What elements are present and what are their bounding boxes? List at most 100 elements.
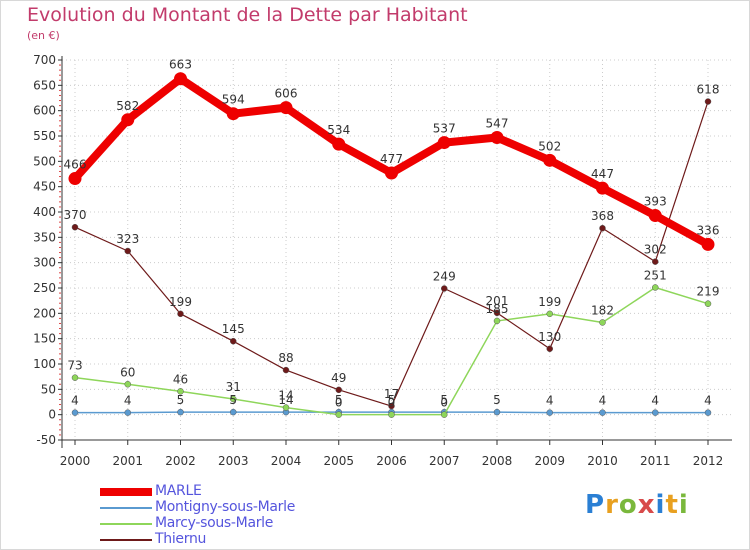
- data-point-2: [493, 317, 501, 325]
- y-tick-label: 250: [33, 281, 56, 295]
- data-label: 547: [486, 117, 509, 131]
- y-tick-label: 700: [33, 53, 56, 67]
- data-label: 5: [335, 393, 343, 407]
- y-tick-label: 200: [33, 306, 56, 320]
- data-point-3: [388, 402, 395, 410]
- data-point-0: [279, 101, 293, 115]
- data-point-3: [124, 247, 131, 255]
- data-label: 219: [697, 285, 720, 299]
- data-point-2: [71, 374, 79, 381]
- legend-swatch: [100, 539, 152, 541]
- x-tick-label: 2004: [271, 454, 302, 468]
- x-tick-label: 2000: [60, 454, 91, 468]
- data-label: 302: [644, 243, 667, 257]
- data-point-3: [71, 223, 79, 231]
- x-tick-label: 2010: [587, 454, 618, 468]
- data-label: 594: [222, 93, 245, 107]
- data-label: 251: [644, 268, 667, 282]
- data-point-3: [441, 285, 448, 292]
- data-point-0: [437, 136, 451, 150]
- data-point-0: [174, 72, 187, 86]
- data-point-2: [546, 310, 553, 318]
- data-point-3: [282, 366, 290, 374]
- y-tick-label: 150: [33, 332, 56, 346]
- y-tick-label: 0: [48, 408, 56, 422]
- data-label: 14: [278, 393, 293, 407]
- data-label: 4: [71, 394, 79, 408]
- data-point-3: [230, 337, 237, 345]
- data-label: 393: [644, 195, 667, 209]
- data-point-2: [599, 319, 606, 326]
- data-label: 5: [493, 393, 501, 407]
- y-tick-label: 400: [33, 205, 56, 219]
- logo-letter: r: [605, 490, 619, 520]
- data-label: 0: [335, 396, 343, 410]
- data-label: 130: [538, 330, 561, 344]
- data-point-1: [704, 409, 712, 416]
- legend-swatch: [100, 523, 152, 525]
- data-label: 73: [67, 359, 82, 373]
- y-tick-label: 50: [41, 382, 56, 396]
- data-label: 46: [173, 372, 188, 386]
- x-tick-label: 2012: [693, 454, 724, 468]
- data-label: 0: [388, 396, 396, 410]
- data-point-2: [282, 404, 290, 411]
- legend-label: Montigny-sous-Marle: [155, 499, 296, 515]
- legend-swatch: [100, 507, 152, 509]
- data-point-0: [543, 153, 557, 167]
- data-label: 31: [226, 380, 241, 394]
- y-tick-label: 500: [33, 154, 56, 168]
- data-point-0: [68, 172, 82, 186]
- data-label: 336: [697, 223, 720, 237]
- data-point-2: [177, 388, 184, 395]
- data-point-2: [230, 395, 237, 403]
- data-label: 534: [327, 123, 350, 137]
- data-point-3: [177, 310, 184, 318]
- logo-letter: i: [655, 490, 666, 520]
- x-tick-label: 2008: [482, 454, 513, 468]
- data-label: 466: [64, 158, 87, 172]
- data-label: 370: [64, 208, 87, 222]
- data-label: 4: [599, 394, 607, 408]
- data-label: 0: [440, 396, 448, 410]
- data-point-0: [226, 107, 240, 121]
- data-label: 5: [177, 393, 185, 407]
- data-point-2: [124, 381, 131, 388]
- data-label: 249: [433, 270, 456, 284]
- data-point-0: [385, 166, 398, 180]
- data-point-1: [230, 408, 237, 416]
- chart-unit-label: (en €): [27, 29, 60, 42]
- data-label: 663: [169, 58, 192, 72]
- data-point-1: [546, 409, 553, 416]
- data-point-3: [599, 224, 606, 232]
- data-label: 618: [697, 83, 720, 97]
- y-tick-label: 300: [33, 256, 56, 270]
- data-point-2: [441, 411, 448, 418]
- data-point-1: [652, 409, 659, 416]
- data-label: 4: [546, 394, 554, 408]
- data-point-3: [546, 345, 553, 353]
- data-point-2: [335, 411, 342, 418]
- data-label: 201: [486, 294, 509, 308]
- x-tick-label: 2011: [640, 454, 671, 468]
- y-tick-label: 100: [33, 357, 56, 371]
- data-point-3: [704, 98, 712, 105]
- data-point-1: [124, 409, 131, 416]
- x-tick-label: 2005: [323, 454, 354, 468]
- x-tick-label: 2003: [218, 454, 249, 468]
- data-label: 145: [222, 322, 245, 336]
- y-tick-label: -50: [36, 433, 56, 447]
- data-point-3: [652, 258, 659, 265]
- data-point-2: [388, 411, 395, 418]
- data-label: 88: [278, 351, 293, 365]
- data-label: 368: [591, 209, 614, 223]
- data-point-1: [599, 409, 606, 416]
- data-point-0: [596, 181, 609, 195]
- data-point-0: [332, 137, 346, 151]
- y-tick-label: 350: [33, 230, 56, 244]
- x-tick-label: 2009: [534, 454, 565, 468]
- logo-letter: i: [678, 490, 689, 520]
- data-label: 5: [229, 393, 237, 407]
